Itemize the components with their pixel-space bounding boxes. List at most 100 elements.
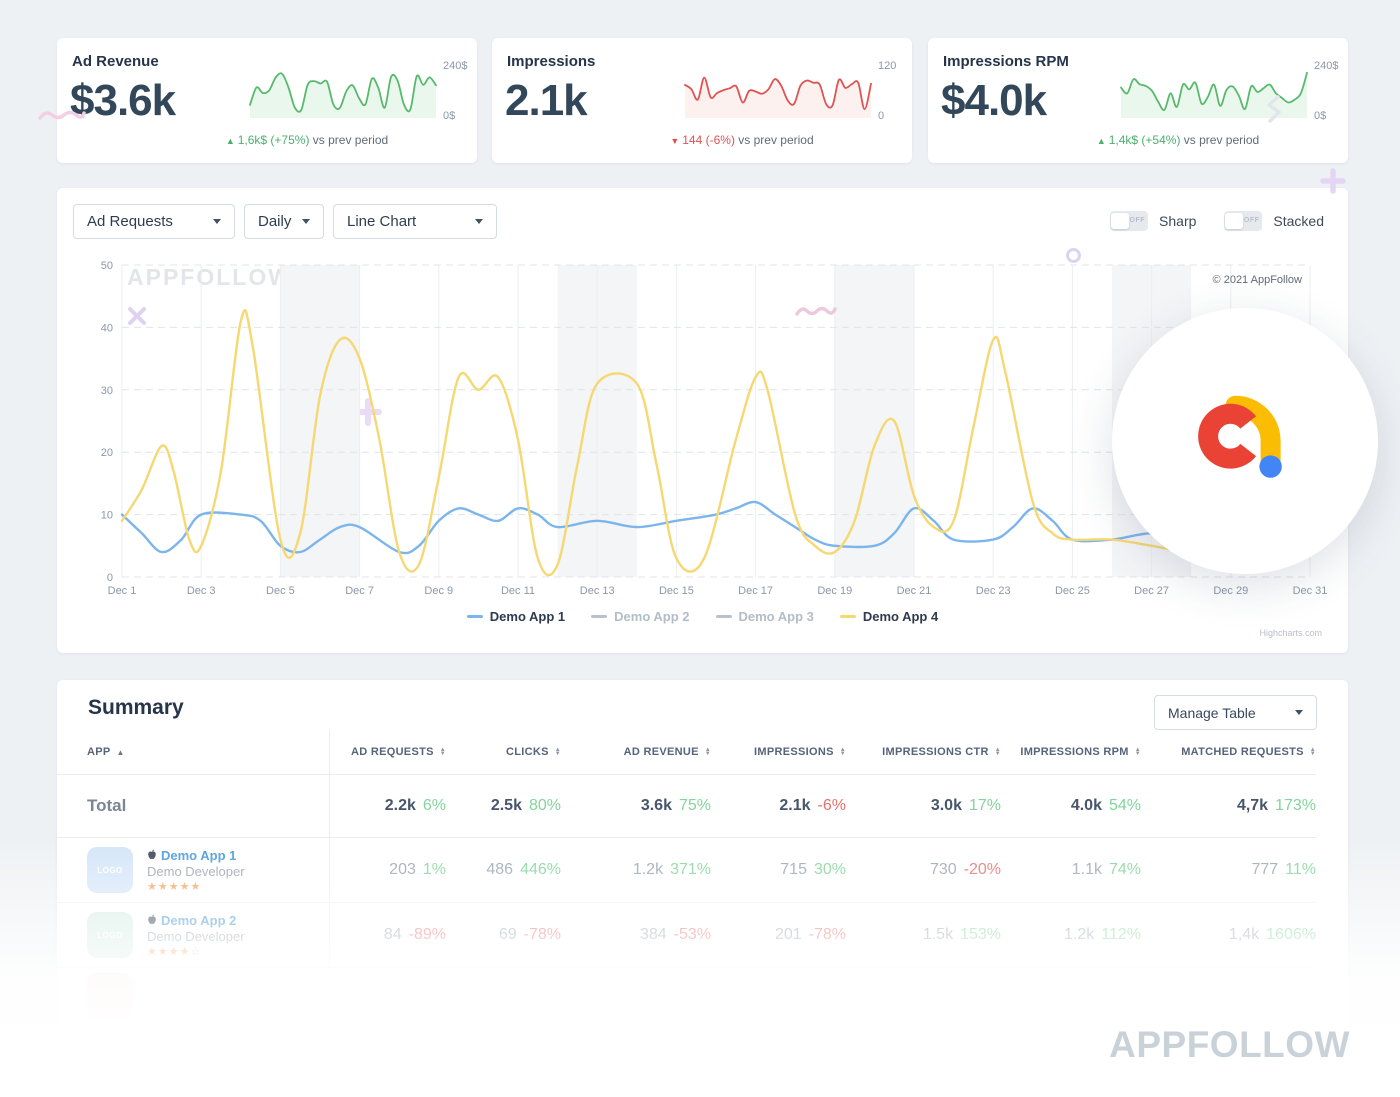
column-header-impressions-ctr[interactable]: IMPRESSIONS CTR ▲ ▼ <box>846 730 1001 775</box>
kpi-title: Ad Revenue <box>72 53 159 70</box>
column-header-ad-requests[interactable]: AD REQUESTS ▲ ▼ <box>330 730 446 775</box>
cell-value: 1.1k <box>1071 861 1102 878</box>
page-watermark: APPFOLLOW <box>1109 1024 1350 1065</box>
metric-select[interactable]: Ad Requests <box>73 204 235 239</box>
kpi-value: $3.6k <box>70 76 176 125</box>
svg-text:30: 30 <box>101 385 113 397</box>
cell-value: 69 <box>498 926 517 943</box>
svg-text:Dec 1: Dec 1 <box>108 585 137 597</box>
toggle-state: OFF <box>1129 217 1146 224</box>
toggle-knob <box>1225 213 1244 229</box>
manage-table-value: Manage Table <box>1168 704 1256 721</box>
svg-text:Dec 27: Dec 27 <box>1134 585 1169 597</box>
spark-axis-min: 0$ <box>443 110 456 122</box>
cell-percent: 6% <box>422 797 446 814</box>
manage-table-select[interactable]: Manage Table <box>1154 695 1317 730</box>
cell-value: 4.0k <box>1070 797 1102 814</box>
toggle-switch[interactable]: OFF <box>1224 211 1263 231</box>
column-header-clicks[interactable]: CLICKS ▲ ▼ <box>446 730 561 775</box>
cell-value: 1.2k <box>632 861 664 878</box>
toggle-state: OFF <box>1243 217 1260 224</box>
cell-percent: 112% <box>1101 926 1141 943</box>
column-label: APP <box>87 746 111 758</box>
column-header-impressions[interactable]: IMPRESSIONS ▲ ▼ <box>711 730 846 775</box>
column-label: IMPRESSIONS RPM <box>1020 746 1129 758</box>
legend-item-demo-app-4[interactable]: Demo App 4 <box>839 609 939 624</box>
app-link[interactable]: Demo App 2 <box>147 913 245 928</box>
svg-text:Dec 7: Dec 7 <box>345 585 374 597</box>
app-link[interactable]: Demo App 1 <box>147 848 245 863</box>
spark-axis-min: 0$ <box>1314 110 1327 122</box>
app-name: Demo App 1 <box>161 847 237 863</box>
highcharts-credits[interactable]: Highcharts.com <box>1259 628 1322 638</box>
toggle-label: Stacked <box>1273 213 1324 229</box>
cell-percent: -6% <box>817 797 846 814</box>
column-header-impressions-rpm[interactable]: IMPRESSIONS RPM ▲ ▼ <box>1001 730 1141 775</box>
app-developer: Demo Developer <box>147 863 245 879</box>
kpi-card-impressions: Impressions 2.1k 120 0 ▼ 144 (-6%) vs pre… <box>492 38 912 163</box>
chevron-down-icon <box>1295 710 1303 715</box>
trend-up-icon: ▲ <box>225 136 235 146</box>
legend-item-demo-app-1[interactable]: Demo App 1 <box>466 609 566 624</box>
column-header-matched-requests[interactable]: MATCHED REQUESTS ▲ ▼ <box>1141 730 1316 775</box>
summary-table: APP ▲ AD REQUESTS ▲ ▼ CLICKS ▲ ▼ AD REVENU… <box>57 730 1348 968</box>
kpi-title: Impressions RPM <box>943 53 1069 70</box>
kpi-change: ▲ 1,4k$ (+54%) vs prev period <box>1028 133 1328 147</box>
app-logo-text: LOGO <box>97 930 123 940</box>
sort-icon: ▲ ▼ <box>994 746 1001 757</box>
total-label: Total <box>87 796 127 815</box>
apple-icon <box>148 914 156 925</box>
app-rating-stars: ★★★★☆ <box>147 945 202 958</box>
legend-label: Demo App 4 <box>862 609 939 624</box>
apple-icon <box>148 849 156 860</box>
svg-text:Dec 13: Dec 13 <box>580 585 615 597</box>
stacked-toggle[interactable]: OFF Stacked <box>1224 211 1324 231</box>
cell-percent: 80% <box>528 797 561 814</box>
app-logo-text: LOGO <box>97 865 123 875</box>
legend-item-demo-app-2[interactable]: Demo App 2 <box>591 609 690 624</box>
cell-percent: -20% <box>963 861 1001 878</box>
chart-copyright: © 2021 AppFollow <box>1212 274 1302 286</box>
cell-value: 203 <box>389 861 416 878</box>
cell-percent: 153% <box>960 926 1001 943</box>
period-select[interactable]: Daily <box>244 204 324 239</box>
svg-text:Dec 29: Dec 29 <box>1213 585 1248 597</box>
sort-icon: ▲ ▼ <box>439 746 446 757</box>
chart-type-select[interactable]: Line Chart <box>333 204 497 239</box>
svg-text:0: 0 <box>107 572 113 584</box>
chart-toggles: OFF Sharp OFF Stacked <box>1110 211 1324 231</box>
cell-value: 84 <box>383 926 402 943</box>
svg-text:Dec 5: Dec 5 <box>266 585 295 597</box>
cell-value: 715 <box>780 861 807 878</box>
spark-axis-min: 0 <box>878 110 885 122</box>
chevron-down-icon <box>213 219 221 224</box>
trend-up-icon: ▲ <box>1096 136 1106 146</box>
app-name: Demo App 2 <box>161 912 237 928</box>
kpi-suffix: vs prev period <box>312 133 389 147</box>
trend-down-icon: ▼ <box>670 136 680 146</box>
cell-value: 777 <box>1251 861 1279 878</box>
legend-item-demo-app-3[interactable]: Demo App 3 <box>715 609 814 624</box>
svg-text:Dec 31: Dec 31 <box>1293 585 1328 597</box>
spark-axis-max: 240$ <box>1314 60 1339 72</box>
app-logo-faded <box>87 973 133 1019</box>
column-header-app[interactable]: APP ▲ <box>57 730 330 775</box>
svg-text:Dec 19: Dec 19 <box>817 585 852 597</box>
cell-value: 2.1k <box>779 797 811 814</box>
column-header-ad-revenue[interactable]: AD REVENUE ▲ ▼ <box>561 730 711 775</box>
kpi-change: ▼ 144 (-6%) vs prev period <box>592 133 892 147</box>
cell-value: 2.2k <box>384 797 416 814</box>
column-label: AD REVENUE <box>623 746 699 758</box>
sharp-toggle[interactable]: OFF Sharp <box>1110 211 1196 231</box>
cell-percent: 11% <box>1285 861 1316 878</box>
sparkline-chart <box>249 72 437 118</box>
cell-value: 1.2k <box>1064 926 1095 943</box>
app-rating-stars: ★★★★★ <box>147 880 202 893</box>
legend-label: Demo App 1 <box>489 609 566 624</box>
cell-value: 730 <box>929 861 957 878</box>
toggle-switch[interactable]: OFF <box>1110 211 1149 231</box>
appfollow-logo-badge <box>1112 308 1378 574</box>
column-label: CLICKS <box>506 746 549 758</box>
sparkline-chart <box>684 76 872 118</box>
